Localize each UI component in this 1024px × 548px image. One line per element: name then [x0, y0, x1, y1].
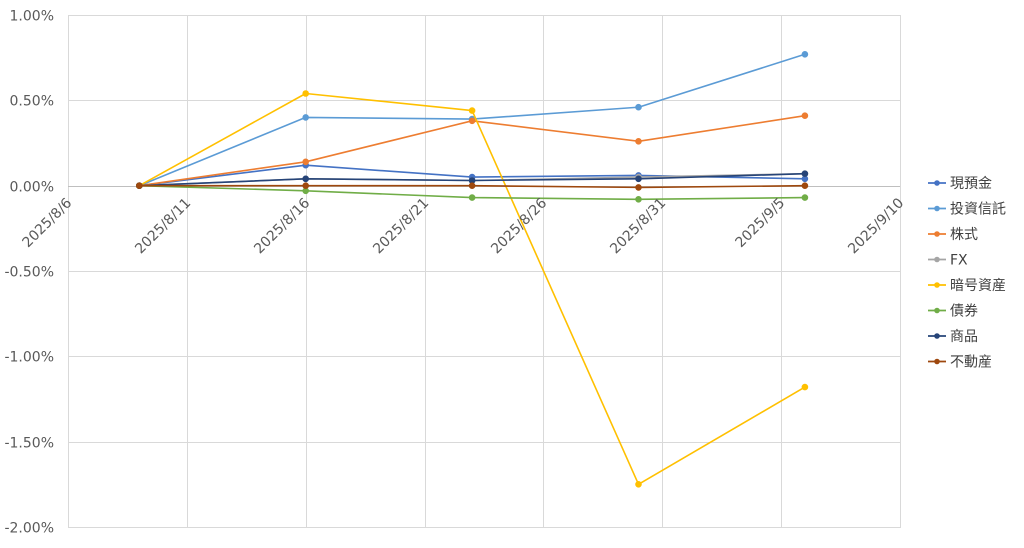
data-point: [801, 51, 809, 58]
data-point: [468, 194, 476, 201]
data-point: [635, 175, 642, 183]
data-point: [302, 158, 310, 166]
legend-item: 暗号資産: [928, 278, 1006, 294]
legend-swatch-marker: [934, 282, 940, 288]
legend-item: 債券: [928, 304, 978, 320]
legend-label: 投資信託: [950, 202, 1006, 218]
series-4: [136, 90, 809, 488]
legend-label: 株式: [950, 227, 978, 243]
legend-label: 現預金: [950, 176, 992, 192]
data-point: [302, 175, 310, 183]
legend-swatch-marker: [934, 256, 940, 263]
data-point: [468, 107, 476, 114]
series-lines: [136, 51, 809, 488]
data-point: [302, 114, 310, 121]
data-point: [635, 184, 642, 191]
legend-item: FX: [928, 253, 968, 269]
data-point: [468, 182, 476, 189]
data-point: [801, 182, 809, 189]
series-2: [136, 112, 809, 189]
legend-swatch-marker: [934, 231, 940, 237]
legend-swatch-marker: [934, 205, 940, 212]
data-point: [635, 103, 642, 111]
y-tick-label: -1.50%: [4, 436, 54, 452]
data-point: [302, 182, 310, 189]
legend-label: FX: [950, 253, 968, 269]
legend-item: 現預金: [928, 176, 992, 192]
plot-area-border: [68, 15, 901, 528]
data-point: [801, 194, 809, 201]
data-point: [468, 117, 476, 125]
legend-item: 不動産: [928, 355, 992, 371]
legend-label: 不動産: [950, 355, 992, 371]
data-point: [635, 138, 642, 145]
y-tick-label: -1.00%: [4, 350, 54, 366]
series-7: [136, 182, 809, 191]
data-point: [801, 383, 809, 391]
legend-swatch-marker: [934, 307, 940, 314]
y-tick-label: 1.00%: [10, 9, 54, 25]
legend-swatch-marker: [934, 333, 940, 339]
data-point: [801, 112, 809, 119]
legend-swatch-marker: [934, 180, 940, 186]
legend-label: 債券: [950, 304, 978, 320]
legend-item: 投資信託: [928, 202, 1006, 218]
legend-label: 暗号資産: [950, 278, 1006, 294]
data-point: [302, 90, 310, 97]
legend-swatch-marker: [934, 358, 940, 365]
y-tick-label: -2.00%: [4, 521, 54, 537]
legend-item: 商品: [928, 329, 978, 345]
y-tick-labels: 1.00% 0.50% 0.00% -0.50% -1.00% -1.50% -2.00%: [4, 9, 54, 537]
y-tick-label: -0.50%: [4, 265, 54, 281]
y-tick-label: 0.00%: [10, 180, 54, 196]
y-tick-label: 0.50%: [10, 94, 54, 110]
legend-item: 株式: [928, 227, 978, 243]
data-point: [136, 182, 143, 189]
legend-label: 商品: [950, 329, 978, 345]
data-point: [635, 481, 642, 488]
data-point: [635, 196, 642, 203]
data-point: [801, 170, 809, 177]
